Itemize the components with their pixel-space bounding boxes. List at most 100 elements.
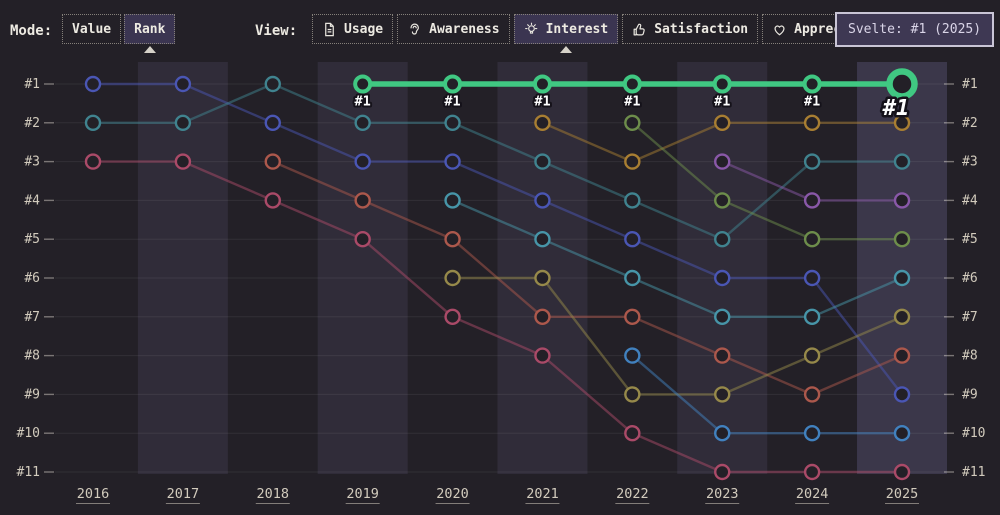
- data-point-series-teal[interactable]: [534, 153, 551, 170]
- data-point-series-blue[interactable]: [624, 347, 641, 364]
- data-point-series-olive[interactable]: [444, 269, 461, 287]
- data-point-series-cyan[interactable]: [893, 269, 911, 287]
- data-point-Svelte[interactable]: [802, 74, 822, 94]
- data-point-series-cyan[interactable]: [803, 308, 821, 325]
- data-point-series-amber[interactable]: [714, 114, 731, 132]
- data-point-series-olive[interactable]: [893, 308, 911, 325]
- data-point-series-indigo[interactable]: [444, 153, 461, 170]
- data-point-series-rust[interactable]: [534, 308, 551, 325]
- data-point-series-rust[interactable]: [264, 153, 281, 170]
- data-point-series-purple[interactable]: [893, 192, 911, 209]
- data-point-series-cyan[interactable]: [534, 230, 551, 248]
- data-point-series-indigo[interactable]: [264, 114, 281, 132]
- x-axis-year-label[interactable]: 2018: [257, 486, 290, 502]
- data-point-series-cyan[interactable]: [624, 269, 641, 287]
- data-point-Svelte[interactable]: [353, 74, 373, 94]
- x-axis-year-label[interactable]: 2020: [436, 486, 469, 502]
- data-point-series-crimson[interactable]: [264, 192, 281, 209]
- data-point-series-crimson[interactable]: [84, 153, 102, 170]
- data-point-series-sage[interactable]: [893, 230, 911, 248]
- data-point-series-olive[interactable]: [803, 347, 821, 364]
- series-line-series-teal[interactable]: [93, 82, 903, 241]
- data-point-series-indigo[interactable]: [803, 269, 821, 287]
- x-axis-year-label[interactable]: 2024: [796, 486, 829, 502]
- data-point-series-rust[interactable]: [354, 192, 371, 209]
- data-point-series-teal[interactable]: [893, 153, 911, 170]
- data-point-Svelte[interactable]: [532, 74, 552, 94]
- data-point-series-teal[interactable]: [84, 114, 102, 132]
- data-point-series-cyan[interactable]: [444, 192, 461, 209]
- series-line-series-sage[interactable]: [631, 121, 903, 241]
- tab-satisfaction[interactable]: Satisfaction: [622, 14, 759, 44]
- data-point-series-purple[interactable]: [714, 153, 731, 170]
- data-point-series-teal[interactable]: [264, 75, 281, 93]
- x-axis-year-label[interactable]: 2019: [346, 486, 379, 502]
- data-point-series-blue[interactable]: [803, 425, 821, 442]
- data-point-series-crimson[interactable]: [444, 308, 461, 325]
- data-point-series-crimson[interactable]: [803, 463, 821, 481]
- data-point-series-rust[interactable]: [893, 347, 911, 364]
- tab-interest[interactable]: Interest: [513, 14, 619, 53]
- data-point-series-indigo[interactable]: [893, 386, 911, 403]
- series-line-series-blue[interactable]: [631, 354, 903, 435]
- data-point-series-sage[interactable]: [624, 114, 641, 132]
- data-point-series-teal[interactable]: [714, 230, 731, 248]
- data-point-series-indigo[interactable]: [354, 153, 371, 170]
- data-point-series-olive[interactable]: [534, 269, 551, 287]
- data-point-series-teal[interactable]: [624, 192, 641, 209]
- data-point-series-teal[interactable]: [354, 114, 371, 132]
- data-point-series-rust[interactable]: [624, 308, 641, 325]
- data-point-Svelte[interactable]: [886, 68, 918, 100]
- data-point-series-indigo[interactable]: [534, 192, 551, 209]
- series-line-series-crimson[interactable]: [93, 160, 903, 474]
- mode-value-button[interactable]: Value: [62, 14, 122, 44]
- data-point-Svelte[interactable]: [712, 74, 732, 94]
- data-point-series-blue[interactable]: [893, 425, 911, 442]
- data-point-series-sage[interactable]: [803, 230, 821, 248]
- data-point-series-olive[interactable]: [714, 386, 731, 403]
- x-axis-year-label[interactable]: 2021: [526, 486, 559, 502]
- y-axis-label-right: #1: [962, 77, 978, 92]
- data-point-series-indigo[interactable]: [714, 269, 731, 287]
- series-line-series-rust[interactable]: [272, 160, 903, 396]
- data-point-series-rust[interactable]: [803, 386, 821, 403]
- view-tabs: Usage Awareness Interest: [312, 14, 899, 53]
- tab-satisfaction-label: Satisfaction: [654, 21, 749, 37]
- data-point-series-amber[interactable]: [803, 114, 821, 132]
- x-axis-year-label[interactable]: 2017: [167, 486, 200, 502]
- data-point-series-sage[interactable]: [714, 192, 731, 209]
- data-point-series-crimson[interactable]: [534, 347, 551, 364]
- data-point-series-crimson[interactable]: [354, 230, 371, 248]
- data-point-series-amber[interactable]: [534, 114, 551, 132]
- x-axis-year-label[interactable]: 2022: [616, 486, 649, 502]
- tab-awareness[interactable]: Awareness: [397, 14, 510, 44]
- mode-rank-button[interactable]: Rank: [124, 14, 176, 53]
- data-point-series-indigo[interactable]: [174, 75, 192, 93]
- data-point-series-indigo[interactable]: [624, 230, 641, 248]
- data-point-Svelte[interactable]: [443, 74, 463, 94]
- x-axis-year-label[interactable]: 2023: [706, 486, 739, 502]
- data-point-series-crimson[interactable]: [714, 463, 731, 481]
- series-line-series-cyan[interactable]: [452, 199, 903, 318]
- data-point-series-teal[interactable]: [803, 153, 821, 170]
- data-point-series-cyan[interactable]: [714, 308, 731, 325]
- data-point-series-crimson[interactable]: [893, 463, 911, 481]
- data-point-series-amber[interactable]: [893, 114, 911, 132]
- data-point-series-teal[interactable]: [174, 114, 192, 132]
- data-point-series-rust[interactable]: [444, 230, 461, 248]
- data-point-Svelte[interactable]: [622, 74, 642, 94]
- data-point-series-amber[interactable]: [624, 153, 641, 170]
- tab-usage[interactable]: Usage: [312, 14, 394, 44]
- data-point-series-crimson[interactable]: [624, 425, 641, 442]
- data-point-series-indigo[interactable]: [84, 75, 102, 93]
- data-point-series-olive[interactable]: [624, 386, 641, 403]
- data-point-series-teal[interactable]: [444, 114, 461, 132]
- data-point-series-purple[interactable]: [803, 192, 821, 209]
- x-axis-year-label[interactable]: 2025: [886, 486, 919, 502]
- data-point-series-crimson[interactable]: [174, 153, 192, 170]
- data-point-series-blue[interactable]: [714, 425, 731, 442]
- data-point-series-rust[interactable]: [714, 347, 731, 364]
- x-axis-year-label[interactable]: 2016: [77, 486, 110, 502]
